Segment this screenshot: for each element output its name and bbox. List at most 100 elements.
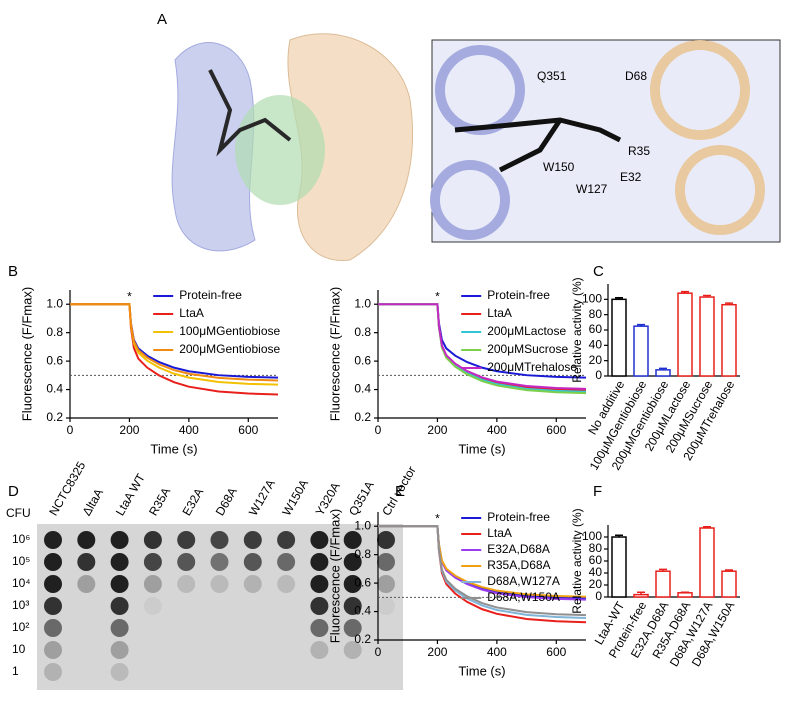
y-tick-label: 0.4 [354,382,371,396]
y-axis-label: Fluorescence (F/Fmax) [327,287,342,421]
colony-spot [343,531,362,549]
y-tick-label: 0.2 [354,632,371,646]
error-bar [637,323,645,327]
data-line [378,525,587,619]
colony-spot [343,597,362,615]
y-tick-label: 1.0 [46,296,63,310]
x-tick-label: 400 [487,423,507,437]
y-tick-label: 60 [589,322,603,336]
colony-spot [277,575,296,593]
y-tick-label: 20 [589,577,603,591]
y-tick-label: 0.4 [46,382,63,396]
y-tick-label: 0.2 [46,410,63,424]
annotation: * [435,511,440,525]
colony-spot [77,531,96,549]
colony-spot [44,597,62,615]
colony-spot [377,597,395,615]
residue-label: E32 [620,170,642,184]
bar [699,296,715,377]
helix [675,145,765,235]
colony-spot [243,531,262,549]
colony-spot [243,575,262,593]
y-tick-label: 0 [595,368,602,382]
colony-spot [310,553,329,571]
legend-label: D68A,W127A [487,574,560,588]
colony-spot [44,575,62,593]
y-axis-label: Fluorescence (F/Fmax) [327,509,342,643]
panel-label: E [395,483,405,500]
legend-label: D68A,W150A [487,590,560,604]
colony-spot [177,575,196,593]
colony-spot [110,553,129,571]
colony-spot [210,575,229,593]
y-tick-label: 80 [589,541,603,555]
dilution-label: 1 [12,664,19,678]
data-line [378,303,587,390]
x-tick-label: 600 [238,423,258,437]
y-tick-label: 0 [595,589,602,603]
bar [721,303,737,377]
colony-spot [143,575,162,593]
y-tick-label: 1.0 [354,518,371,532]
colony-spot [277,553,296,571]
colony-spot [44,553,62,571]
strain-label: ΔltaA [80,486,106,518]
dilution-label: 10⁴ [12,576,31,590]
dilution-label: 10² [12,620,29,634]
colony-spot [343,575,362,593]
protein-structure [171,33,413,261]
residue-label: W150 [543,160,575,174]
x-tick-label: 200 [427,645,447,659]
residue-label: W127 [576,182,608,196]
y-tick-label: 0.2 [354,410,371,424]
data-line [70,303,279,382]
y-tick-label: 60 [589,553,603,567]
legend-label: E32A,D68A [487,542,550,556]
colony-spot [343,641,362,659]
error-bar [659,568,667,572]
bar [633,593,649,598]
dilution-label: 10⁵ [12,554,30,568]
strain-label: Q351A [346,479,377,518]
bar [633,325,649,377]
bar [611,536,627,598]
bar [677,592,693,598]
y-tick-label: 80 [589,307,603,321]
x-tick-label: 400 [179,423,199,437]
x-tick-label: 200 [119,423,139,437]
y-tick-label: 0.4 [354,604,371,618]
colony-spot [343,553,362,571]
error-bar [681,591,689,593]
colony-spot [143,553,162,571]
x-tick-label: 0 [375,423,382,437]
error-bar [725,302,733,305]
colony-spot [343,619,362,637]
data-line [378,525,587,601]
helix-bundle-blue [171,42,256,252]
legend-label: LtaA [179,306,204,320]
y-tick-label: 1.0 [354,296,371,310]
colony-spot [77,553,96,571]
legend-label: LtaA [487,526,512,540]
strain-label: D68A [213,485,240,518]
bar [655,570,671,598]
colony-spot [310,575,329,593]
bar [677,292,693,377]
colony-spot [277,531,296,549]
legend-label: R35A,D68A [487,558,550,572]
x-tick-label: 0 [67,423,74,437]
y-tick-label: 0.8 [46,325,63,339]
error-bar [681,290,689,294]
y-tick-label: 0.6 [354,353,371,367]
colony-spot [77,575,96,593]
colony-spot [210,553,229,571]
colony-spot [243,553,262,571]
x-axis-label: Time (s) [458,663,505,678]
bar [655,369,671,377]
residue-label: R35 [628,144,650,158]
y-tick-label: 100 [582,529,602,543]
colony-spot [110,641,129,659]
colony-spot [310,619,329,637]
bar [611,298,627,377]
